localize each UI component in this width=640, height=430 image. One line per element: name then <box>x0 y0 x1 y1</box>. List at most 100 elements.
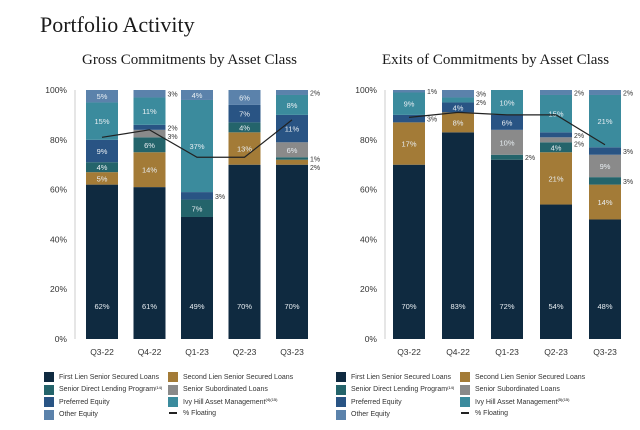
legend-label: First Lien Senior Secured Loans <box>351 373 451 381</box>
bar-segment <box>442 132 474 339</box>
bar-segment <box>276 159 308 165</box>
data-label: 7% <box>239 110 250 119</box>
x-tick-label: Q4-22 <box>138 347 162 357</box>
data-label: 4% <box>551 143 562 152</box>
y-tick-label: 0% <box>365 334 378 344</box>
bar-segment <box>228 90 261 105</box>
legend-item: First Lien Senior Secured Loans <box>336 372 451 382</box>
y-tick-label: 40% <box>50 234 67 244</box>
bar-segment <box>540 204 572 339</box>
data-label: 13% <box>237 145 252 154</box>
bar-segment <box>589 147 621 155</box>
data-label: 3% <box>427 117 437 124</box>
bar-segment <box>491 129 523 155</box>
data-label: 8% <box>287 101 298 110</box>
legend-label: Senior Direct Lending Program <box>59 386 156 393</box>
footnote-ref: (14) <box>447 384 455 390</box>
data-label: 1% <box>310 156 320 163</box>
data-label: 70% <box>401 302 416 311</box>
bar-segment <box>133 90 166 98</box>
x-tick-label: Q3-23 <box>593 347 617 357</box>
bar-segment <box>393 164 425 339</box>
legend-label: Other Equity <box>351 411 390 418</box>
color-swatch <box>460 384 470 395</box>
y-tick-label: 80% <box>50 135 67 145</box>
bar-segment <box>133 152 166 188</box>
data-label: 83% <box>450 302 465 311</box>
bar-segment <box>181 192 213 200</box>
legend-label: % Floating <box>183 409 217 417</box>
x-tick-label: Q1-23 <box>495 347 519 357</box>
data-label: 2% <box>574 141 584 148</box>
legend-label: Second Lien Senior Secured Loans <box>183 373 294 381</box>
data-label: 9% <box>97 147 108 156</box>
bar-segment <box>133 187 166 339</box>
bar-segment <box>393 122 425 165</box>
data-label: 14% <box>142 166 157 175</box>
bar-segment <box>228 164 261 339</box>
bar-segment <box>540 94 572 133</box>
x-tick-label: Q3-22 <box>397 347 421 357</box>
data-label: 9% <box>404 100 415 109</box>
data-label: 4% <box>239 123 250 132</box>
bar-segment <box>540 137 572 143</box>
legend-item: Other Equity <box>44 409 98 420</box>
data-label: 62% <box>94 302 109 311</box>
legend-item: Preferred Equity <box>336 397 402 407</box>
footnote-ref: (4)(15) <box>265 397 278 402</box>
color-swatch <box>44 397 54 407</box>
y-tick-label: 40% <box>360 234 377 244</box>
data-label: 5% <box>97 92 108 101</box>
bar-segment <box>491 159 523 339</box>
data-label: 2% <box>310 90 320 97</box>
bar-segment <box>86 139 118 163</box>
data-label: 17% <box>401 140 416 149</box>
color-swatch <box>44 409 54 420</box>
y-tick-label: 80% <box>360 135 377 145</box>
data-label: 54% <box>548 302 563 311</box>
bar-segment <box>228 104 261 123</box>
bar-segment <box>181 90 213 100</box>
bar-segment <box>276 90 308 95</box>
x-tick-label: Q3-22 <box>90 347 114 357</box>
data-label: 5% <box>97 174 108 183</box>
bar-segment <box>228 122 261 133</box>
color-swatch <box>44 384 54 395</box>
bar-segment <box>133 97 166 125</box>
bar-segment <box>589 90 621 95</box>
color-swatch <box>336 397 346 407</box>
legend-item: Second Lien Senior Secured Loans <box>460 372 585 382</box>
legend-item: % Floating <box>460 410 508 417</box>
legend-item: Senior Direct Lending Program (14) <box>44 384 162 395</box>
data-label: 72% <box>499 302 514 311</box>
data-label: 37% <box>189 142 204 151</box>
x-tick-label: Q2-23 <box>233 347 257 357</box>
legend-label: Other Equity <box>59 411 98 418</box>
data-label: 9% <box>600 162 611 171</box>
data-label: 10% <box>499 98 514 107</box>
bar-segment <box>133 129 166 138</box>
bar-segment <box>442 102 474 113</box>
data-label: 3% <box>623 149 633 156</box>
bar-segment <box>393 92 425 115</box>
bar-segment <box>540 132 572 138</box>
legend-item: Senior Subordinated Loans <box>168 384 268 395</box>
bar-segment <box>589 184 621 220</box>
legend-label: Preferred Equity <box>351 398 402 406</box>
chart-title-exits: Exits of Commitments by Asset Class <box>382 52 610 68</box>
bar-segment <box>276 142 308 158</box>
color-swatch <box>168 372 178 382</box>
data-label: 4% <box>453 103 464 112</box>
data-label: 70% <box>284 302 299 311</box>
color-swatch <box>168 397 178 407</box>
y-tick-label: 60% <box>360 185 377 195</box>
bar-segment <box>276 157 308 160</box>
color-swatch <box>44 372 54 382</box>
data-label: 7% <box>192 204 203 213</box>
color-swatch <box>460 372 470 382</box>
x-tick-label: Q4-22 <box>446 347 470 357</box>
y-tick-label: 100% <box>45 85 67 95</box>
legend-item: Other Equity <box>336 409 390 420</box>
color-swatch <box>336 409 346 420</box>
data-label: 21% <box>597 117 612 126</box>
